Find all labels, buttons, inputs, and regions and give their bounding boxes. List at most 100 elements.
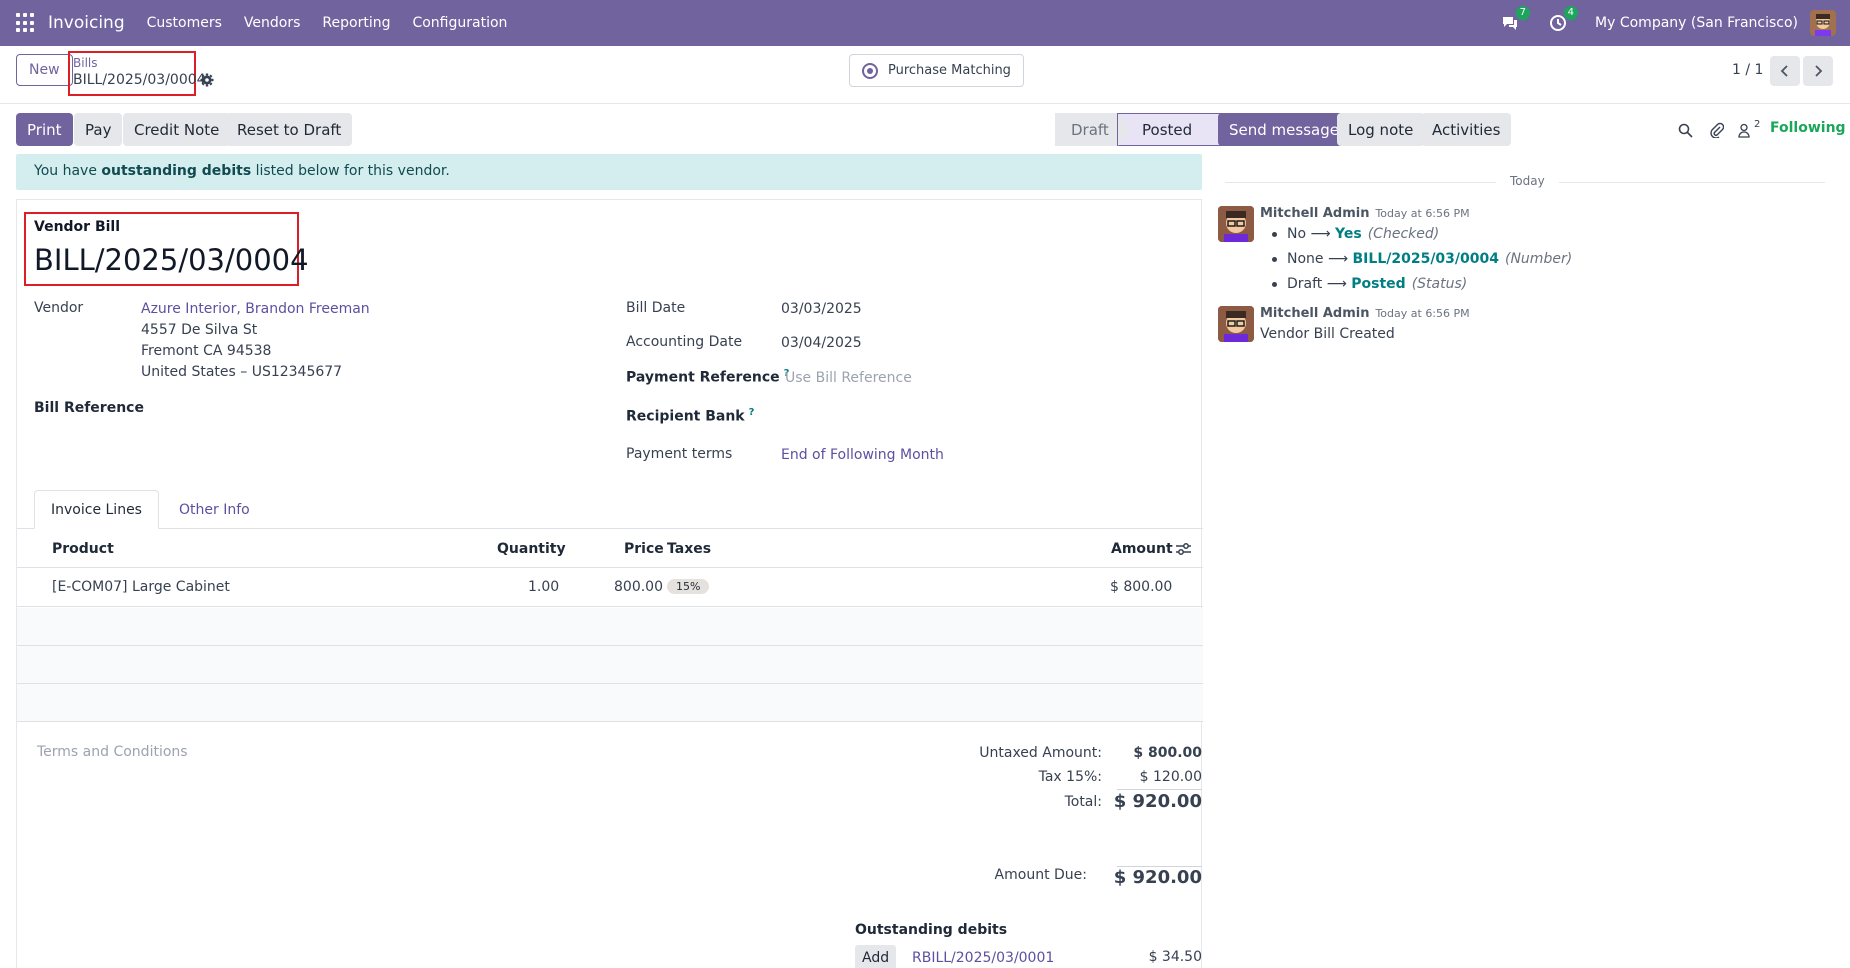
untaxed-amount-value: $ 800.00: [1133, 745, 1202, 761]
breadcrumb-bills-link[interactable]: Bills: [73, 56, 98, 70]
message-author[interactable]: Mitchell Admin Today at 6:56 PM: [1260, 306, 1470, 321]
top-navbar: Invoicing Customers Vendors Reporting Co…: [0, 0, 1850, 46]
message-author-name[interactable]: Mitchell Admin: [1260, 306, 1370, 321]
app-name[interactable]: Invoicing: [48, 13, 125, 33]
outstanding-debit-ref[interactable]: RBILL/2025/03/0001: [912, 950, 1055, 966]
tracking-old: Draft: [1287, 276, 1323, 292]
purchase-matching-button[interactable]: Purchase Matching: [849, 54, 1024, 87]
alert-text-bold: outstanding debits: [101, 163, 252, 179]
tracking-value: None ⟶ BILL/2025/03/0004 (Number): [1272, 251, 1572, 267]
tracking-field: (Status): [1411, 276, 1468, 292]
search-icon[interactable]: [1678, 121, 1693, 139]
gear-icon[interactable]: [200, 73, 214, 87]
vendor-field[interactable]: Azure Interior, Brandon Freeman: [141, 301, 370, 317]
tracking-new: Posted: [1351, 276, 1406, 292]
help-icon[interactable]: ?: [748, 407, 755, 418]
column-price[interactable]: Price: [624, 541, 664, 557]
accounting-date-field[interactable]: 03/04/2025: [781, 335, 862, 351]
bullet: [1272, 281, 1277, 287]
message-author[interactable]: Mitchell Admin Today at 6:56 PM: [1260, 206, 1470, 221]
table-row-empty[interactable]: [17, 608, 1203, 646]
tab-invoice-lines[interactable]: Invoice Lines: [34, 490, 159, 529]
log-note-button[interactable]: Log note: [1337, 113, 1425, 146]
credit-note-button[interactable]: Credit Note: [123, 113, 231, 146]
control-panel: New Bills BILL/2025/03/0004 Purchase Mat…: [0, 46, 1850, 104]
terms-and-conditions-field[interactable]: Terms and Conditions: [37, 744, 188, 760]
arrow-right-icon: ⟶: [1326, 276, 1347, 292]
tracking-value: Draft ⟶ Posted (Status): [1272, 276, 1467, 292]
print-button[interactable]: Print: [16, 113, 73, 146]
tab-other-info[interactable]: Other Info: [179, 501, 250, 518]
tracking-old: No: [1287, 226, 1307, 242]
untaxed-amount-label: Untaxed Amount:: [979, 745, 1102, 761]
add-outstanding-debit-button[interactable]: Add: [855, 945, 897, 968]
line-product[interactable]: [E-COM07] Large Cabinet: [52, 579, 230, 595]
payment-reference-label: Payment Reference?: [626, 368, 789, 386]
activities-icon[interactable]: 4: [1547, 6, 1579, 34]
tracking-value: No ⟶ Yes (Checked): [1272, 226, 1439, 242]
column-settings-icon[interactable]: [1176, 543, 1191, 559]
activities-button[interactable]: Activities: [1421, 113, 1512, 146]
bill-date-field[interactable]: 03/03/2025: [781, 301, 862, 317]
payment-reference-field[interactable]: Use Bill Reference: [785, 370, 912, 386]
bill-reference-label: Bill Reference: [34, 400, 144, 416]
paperclip-icon[interactable]: [1709, 121, 1724, 139]
menu-configuration[interactable]: Configuration: [412, 15, 508, 31]
line-quantity[interactable]: 1.00: [528, 579, 560, 595]
followers-icon[interactable]: 2: [1738, 119, 1760, 139]
accounting-date-label: Accounting Date: [626, 334, 743, 350]
purchase-matching-label: Purchase Matching: [888, 63, 1011, 78]
line-price[interactable]: 800.00: [614, 579, 663, 595]
column-taxes[interactable]: Taxes: [667, 541, 712, 557]
new-button[interactable]: New: [16, 54, 73, 86]
tracking-new: BILL/2025/03/0004: [1352, 251, 1499, 267]
bullet: [1272, 256, 1277, 262]
recipient-bank-label: Recipient Bank?: [626, 407, 754, 425]
pay-button[interactable]: Pay: [74, 113, 123, 146]
reset-to-draft-button[interactable]: Reset to Draft: [226, 113, 353, 146]
table-row[interactable]: [E-COM07] Large Cabinet 1.00 800.00 15% …: [17, 569, 1203, 607]
messages-icon[interactable]: 7: [1499, 6, 1531, 34]
message-author-name[interactable]: Mitchell Admin: [1260, 206, 1370, 221]
pager-previous-button[interactable]: [1770, 56, 1800, 86]
target-icon: [862, 62, 878, 79]
amount-due-label: Amount Due:: [994, 867, 1087, 883]
payment-terms-field[interactable]: End of Following Month: [781, 447, 944, 463]
table-row-empty[interactable]: [17, 684, 1203, 722]
column-quantity[interactable]: Quantity: [497, 541, 566, 557]
vendor-address-line: 4557 De Silva St: [141, 322, 258, 338]
column-product[interactable]: Product: [52, 541, 114, 557]
vendor-address-line: Fremont CA 94538: [141, 343, 272, 359]
document-title-box: Vendor Bill BILL/2025/03/0004: [24, 212, 309, 286]
tax-value: $ 120.00: [1139, 769, 1202, 785]
following-button[interactable]: Following: [1770, 120, 1846, 136]
avatar[interactable]: [1218, 206, 1254, 242]
line-amount: $ 800.00: [1110, 579, 1173, 595]
total-divider: [1117, 789, 1202, 790]
line-tax-badge[interactable]: 15%: [667, 579, 710, 594]
messages-badge: 7: [1515, 6, 1531, 20]
menu-reporting[interactable]: Reporting: [322, 15, 391, 31]
outstanding-debits-alert: You have outstanding debits listed below…: [16, 154, 1202, 190]
company-switcher[interactable]: My Company (San Francisco): [1595, 15, 1798, 31]
apps-menu-icon[interactable]: [16, 13, 36, 33]
message-body: Vendor Bill Created: [1260, 326, 1395, 342]
chevron-left-icon: [1780, 65, 1788, 77]
vendor-label: Vendor: [34, 300, 84, 316]
avatar[interactable]: [1218, 306, 1254, 342]
pager-next-button[interactable]: [1803, 56, 1833, 86]
notebook-tabs: Invoice Lines Other Info: [17, 490, 1203, 529]
column-amount[interactable]: Amount: [1111, 541, 1173, 557]
breadcrumb: Bills BILL/2025/03/0004: [68, 51, 206, 96]
help-icon[interactable]: ?: [783, 368, 790, 379]
user-avatar[interactable]: [1810, 10, 1836, 36]
date-separator-label: Today: [1496, 174, 1559, 188]
pager-value[interactable]: 1 / 1: [1732, 62, 1764, 78]
message-date: Today at 6:56 PM: [1375, 207, 1470, 220]
stage-draft[interactable]: Draft: [1055, 113, 1117, 146]
send-message-button[interactable]: Send message: [1218, 113, 1350, 146]
document-number: BILL/2025/03/0004: [34, 243, 309, 277]
menu-customers[interactable]: Customers: [146, 15, 222, 31]
table-row-empty[interactable]: [17, 646, 1203, 684]
menu-vendors[interactable]: Vendors: [243, 15, 301, 31]
